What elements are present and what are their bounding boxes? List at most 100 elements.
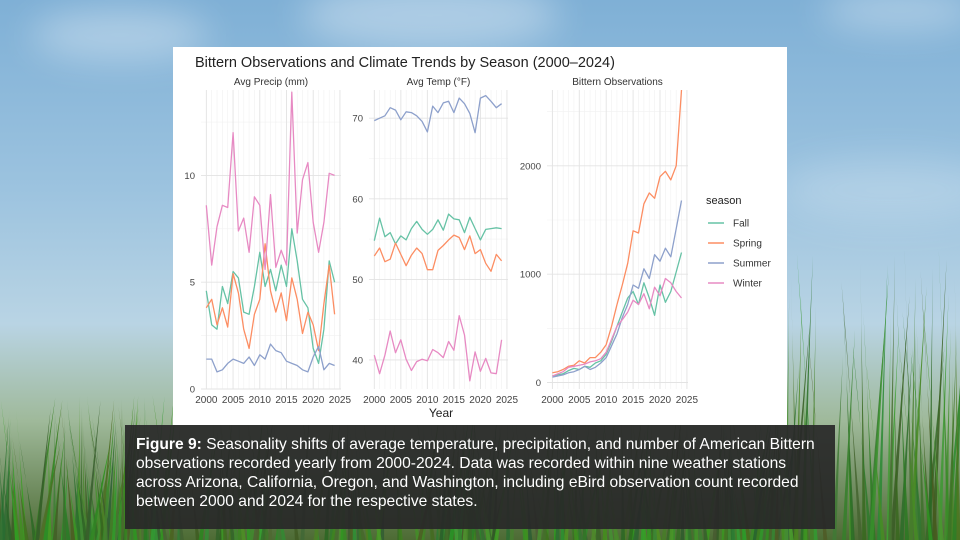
grass-blade xyxy=(68,409,85,540)
y-tick-label: 10 xyxy=(184,171,195,182)
grass-blade xyxy=(910,352,933,540)
x-tick-label: 2010 xyxy=(595,395,618,406)
grass-blade xyxy=(35,408,51,540)
panel-title-obs: Bittern Observations xyxy=(572,77,663,88)
grass-blade xyxy=(60,402,76,540)
grass-blade xyxy=(54,410,71,540)
legend-label-spring: Spring xyxy=(733,239,762,250)
grass-blade xyxy=(87,396,103,540)
chart-figure: Bittern Observations and Climate Trends … xyxy=(184,55,771,420)
legend-label-winter: Winter xyxy=(733,279,763,290)
grass-blade xyxy=(99,399,115,540)
grass-blade xyxy=(888,256,895,540)
grass-blade xyxy=(947,334,957,540)
grass-blade xyxy=(841,281,863,540)
series-line-obs-spring xyxy=(552,89,683,374)
series-line-temp-winter xyxy=(373,315,503,382)
series-line-temp-summer xyxy=(374,94,502,134)
series-line-temp-spring xyxy=(373,234,503,272)
grass-blade xyxy=(916,323,926,540)
x-tick-label: 2015 xyxy=(443,395,466,406)
grass-blade xyxy=(899,348,919,540)
x-tick-label: 2005 xyxy=(390,395,413,406)
grass-blade xyxy=(108,429,118,540)
x-axis-label: Year xyxy=(429,406,453,420)
grass-blade xyxy=(89,462,107,540)
legend-title: season xyxy=(706,195,741,207)
x-tick-label: 2025 xyxy=(329,395,352,406)
grass-blade xyxy=(0,471,7,540)
x-tick-label: 2025 xyxy=(676,395,699,406)
x-tick-label: 2015 xyxy=(275,395,298,406)
series-line-precip-winter xyxy=(205,91,335,271)
x-tick-label: 2010 xyxy=(416,395,439,406)
series-line-precip-summer xyxy=(206,343,335,373)
panel-title-temp: Avg Temp (°F) xyxy=(407,77,471,88)
figure-panel: Bittern Observations and Climate Trends … xyxy=(173,47,787,425)
grass-blade xyxy=(79,406,84,540)
grass-blade xyxy=(82,416,87,540)
x-tick-label: 2020 xyxy=(302,395,325,406)
grass-blade xyxy=(62,417,67,540)
grass-blade xyxy=(852,346,873,540)
grass-blade xyxy=(12,437,29,540)
y-tick-label: 1000 xyxy=(520,270,541,281)
grass-blade xyxy=(920,271,938,540)
grass-blade xyxy=(909,286,927,540)
series-line-obs-summer xyxy=(552,200,683,378)
grass-blade xyxy=(866,364,885,540)
grass-blade xyxy=(131,407,146,540)
x-tick-label: 2000 xyxy=(195,395,218,406)
grass-blade xyxy=(899,347,913,540)
grass-blade xyxy=(952,384,960,540)
grass-blade xyxy=(4,418,21,540)
grass-blade xyxy=(931,259,947,540)
grass-blade xyxy=(73,456,79,540)
grass-blade xyxy=(67,399,82,540)
panel-precip: Avg Precip (mm) 0 5 10 2000 2005 2010 2015 2020 2… xyxy=(184,77,351,406)
grass-blade xyxy=(886,315,891,540)
panel-obs: Bittern Observations 0 1000 2000 2000 2005 201… xyxy=(520,77,699,406)
grass-blade xyxy=(84,400,101,540)
grass-blade xyxy=(846,363,854,540)
cloud xyxy=(780,160,960,220)
grass-blade xyxy=(842,329,856,540)
caption-label: Figure 9: xyxy=(136,436,202,453)
grass-blade xyxy=(954,276,960,540)
grass-blade xyxy=(869,273,889,540)
grass-blade xyxy=(860,262,867,540)
x-tick-label: 2005 xyxy=(568,395,591,406)
y-tick-label: 60 xyxy=(352,194,363,205)
grass-blade xyxy=(893,366,900,540)
legend-label-summer: Summer xyxy=(733,259,771,270)
grass-blade xyxy=(890,296,910,540)
grass-blade xyxy=(70,429,91,540)
y-tick-label: 0 xyxy=(190,385,195,396)
series-line-obs-winter xyxy=(552,277,683,377)
grass-blade xyxy=(88,406,106,540)
grass-blade xyxy=(922,305,944,540)
caption-text: Seasonality shifts of average temperatur… xyxy=(136,436,815,510)
y-tick-label: 70 xyxy=(352,114,363,125)
grass-blade xyxy=(111,439,119,540)
x-tick-label: 2020 xyxy=(649,395,672,406)
y-tick-label: 5 xyxy=(190,278,195,289)
grass-blade xyxy=(121,399,126,540)
grass-blade xyxy=(103,459,108,540)
grass-blade xyxy=(19,439,37,540)
grass-blade xyxy=(118,459,123,540)
x-tick-label: 2005 xyxy=(222,395,245,406)
grass-blade xyxy=(0,400,20,540)
grass-blade xyxy=(118,406,136,540)
y-tick-label: 50 xyxy=(352,275,363,286)
chart-title: Bittern Observations and Climate Trends … xyxy=(195,55,615,71)
grass-blade xyxy=(51,429,66,540)
y-tick-label: 0 xyxy=(536,378,541,389)
x-tick-label: 2000 xyxy=(541,395,564,406)
y-tick-label: 40 xyxy=(352,355,363,366)
grass-blade xyxy=(927,268,933,540)
x-tick-label: 2000 xyxy=(363,395,386,406)
grass-blade xyxy=(114,449,120,540)
x-tick-label: 2020 xyxy=(469,395,492,406)
grass-blade xyxy=(38,442,61,540)
